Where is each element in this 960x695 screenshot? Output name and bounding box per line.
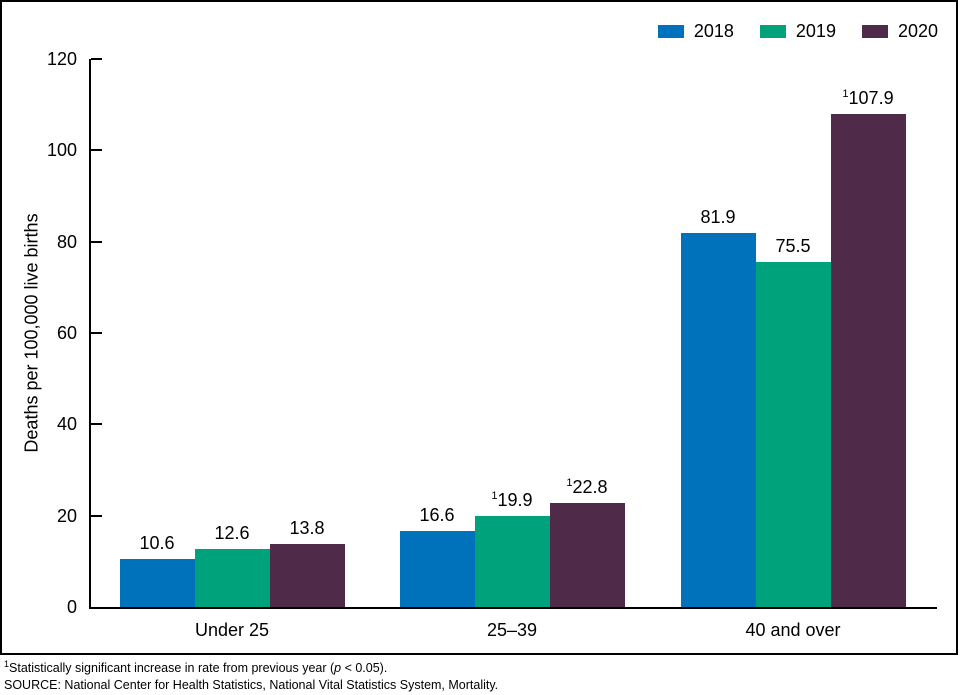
y-axis-tick — [91, 149, 102, 152]
bar-2019-under-25 — [194, 549, 270, 607]
x-category-label-under-25: Under 25 — [194, 620, 270, 640]
y-axis-tick — [91, 514, 102, 517]
bar-2020-under-25 — [269, 543, 345, 607]
x-category-label-40-and-over: 40 and over — [745, 620, 841, 640]
chart-panel: 2018 2019 2020 Deaths per 100,000 live bir… — [0, 0, 958, 655]
footnote-superscript: 1 — [4, 658, 10, 669]
legend-label-2018: 2018 — [693, 21, 734, 41]
bar-value-label: 81.9 — [700, 207, 736, 227]
bar-value-label: 12.6 — [214, 523, 250, 544]
y-axis-tick-label: 20 — [56, 505, 77, 526]
y-axis-tick-label: 60 — [56, 323, 77, 343]
bar-2018-under-25 — [119, 558, 195, 607]
bar-value-label: 75.5 — [775, 236, 811, 257]
y-axis-tick-label: 120 — [46, 49, 77, 69]
legend-item-2020: 2020 — [861, 21, 938, 42]
significance-marker: 1 — [842, 88, 849, 101]
bar-2018-40-and-over — [680, 233, 756, 607]
source-footnote: SOURCE: National Center for Health Stati… — [4, 678, 499, 692]
bar-2019-40-and-over — [755, 262, 831, 607]
plot-area: 0 20 40 60 80 100 120 10.6 12.6 13.8 Under 25 16.6 1… — [47, 49, 937, 640]
y-axis-tick-label: 0 — [66, 597, 77, 617]
y-axis-tick-label: 100 — [46, 140, 77, 161]
footnote-text-tail: < 0.05). — [341, 661, 388, 675]
legend-swatch-2018 — [657, 25, 684, 38]
bar-value-label: 10.6 — [139, 532, 175, 553]
bar-2018-25-39 — [399, 531, 475, 607]
legend-item-2019: 2019 — [759, 21, 836, 42]
y-axis-tick — [91, 58, 102, 60]
bar-value-label: 122.8 — [566, 476, 608, 497]
significance-marker: 1 — [491, 490, 498, 503]
legend-item-2018: 2018 — [657, 21, 734, 42]
footnote-text: Statistically significant increase in ra… — [9, 661, 335, 675]
legend: 2018 2019 2020 — [657, 21, 938, 42]
bar-value-label: 119.9 — [491, 490, 533, 511]
bar-2019-25-39 — [474, 516, 550, 607]
y-axis-tick — [91, 332, 102, 334]
bar-2020-40-and-over — [830, 114, 906, 607]
significance-marker: 1 — [566, 476, 573, 489]
significance-footnote: 1Statistically significant increase in r… — [4, 658, 498, 677]
x-category-label-25-39: 25–39 — [486, 620, 538, 640]
y-axis-tick — [91, 240, 102, 243]
legend-swatch-2020 — [861, 25, 888, 38]
y-axis-tick-label: 40 — [56, 414, 77, 435]
legend-swatch-2019 — [759, 25, 786, 38]
y-axis-tick-label: 80 — [56, 231, 77, 252]
y-axis-tick — [91, 423, 102, 426]
bar-value-label: 16.6 — [419, 505, 455, 526]
legend-label-2019: 2019 — [795, 21, 836, 41]
bar-value-label: 1107.9 — [842, 88, 894, 109]
footnote-p-italic: p — [334, 661, 342, 675]
legend-label-2020: 2020 — [897, 21, 938, 41]
bar-value-label: 13.8 — [289, 517, 325, 538]
bar-2020-25-39 — [549, 502, 625, 607]
footnotes: 1Statistically significant increase in r… — [4, 658, 499, 694]
